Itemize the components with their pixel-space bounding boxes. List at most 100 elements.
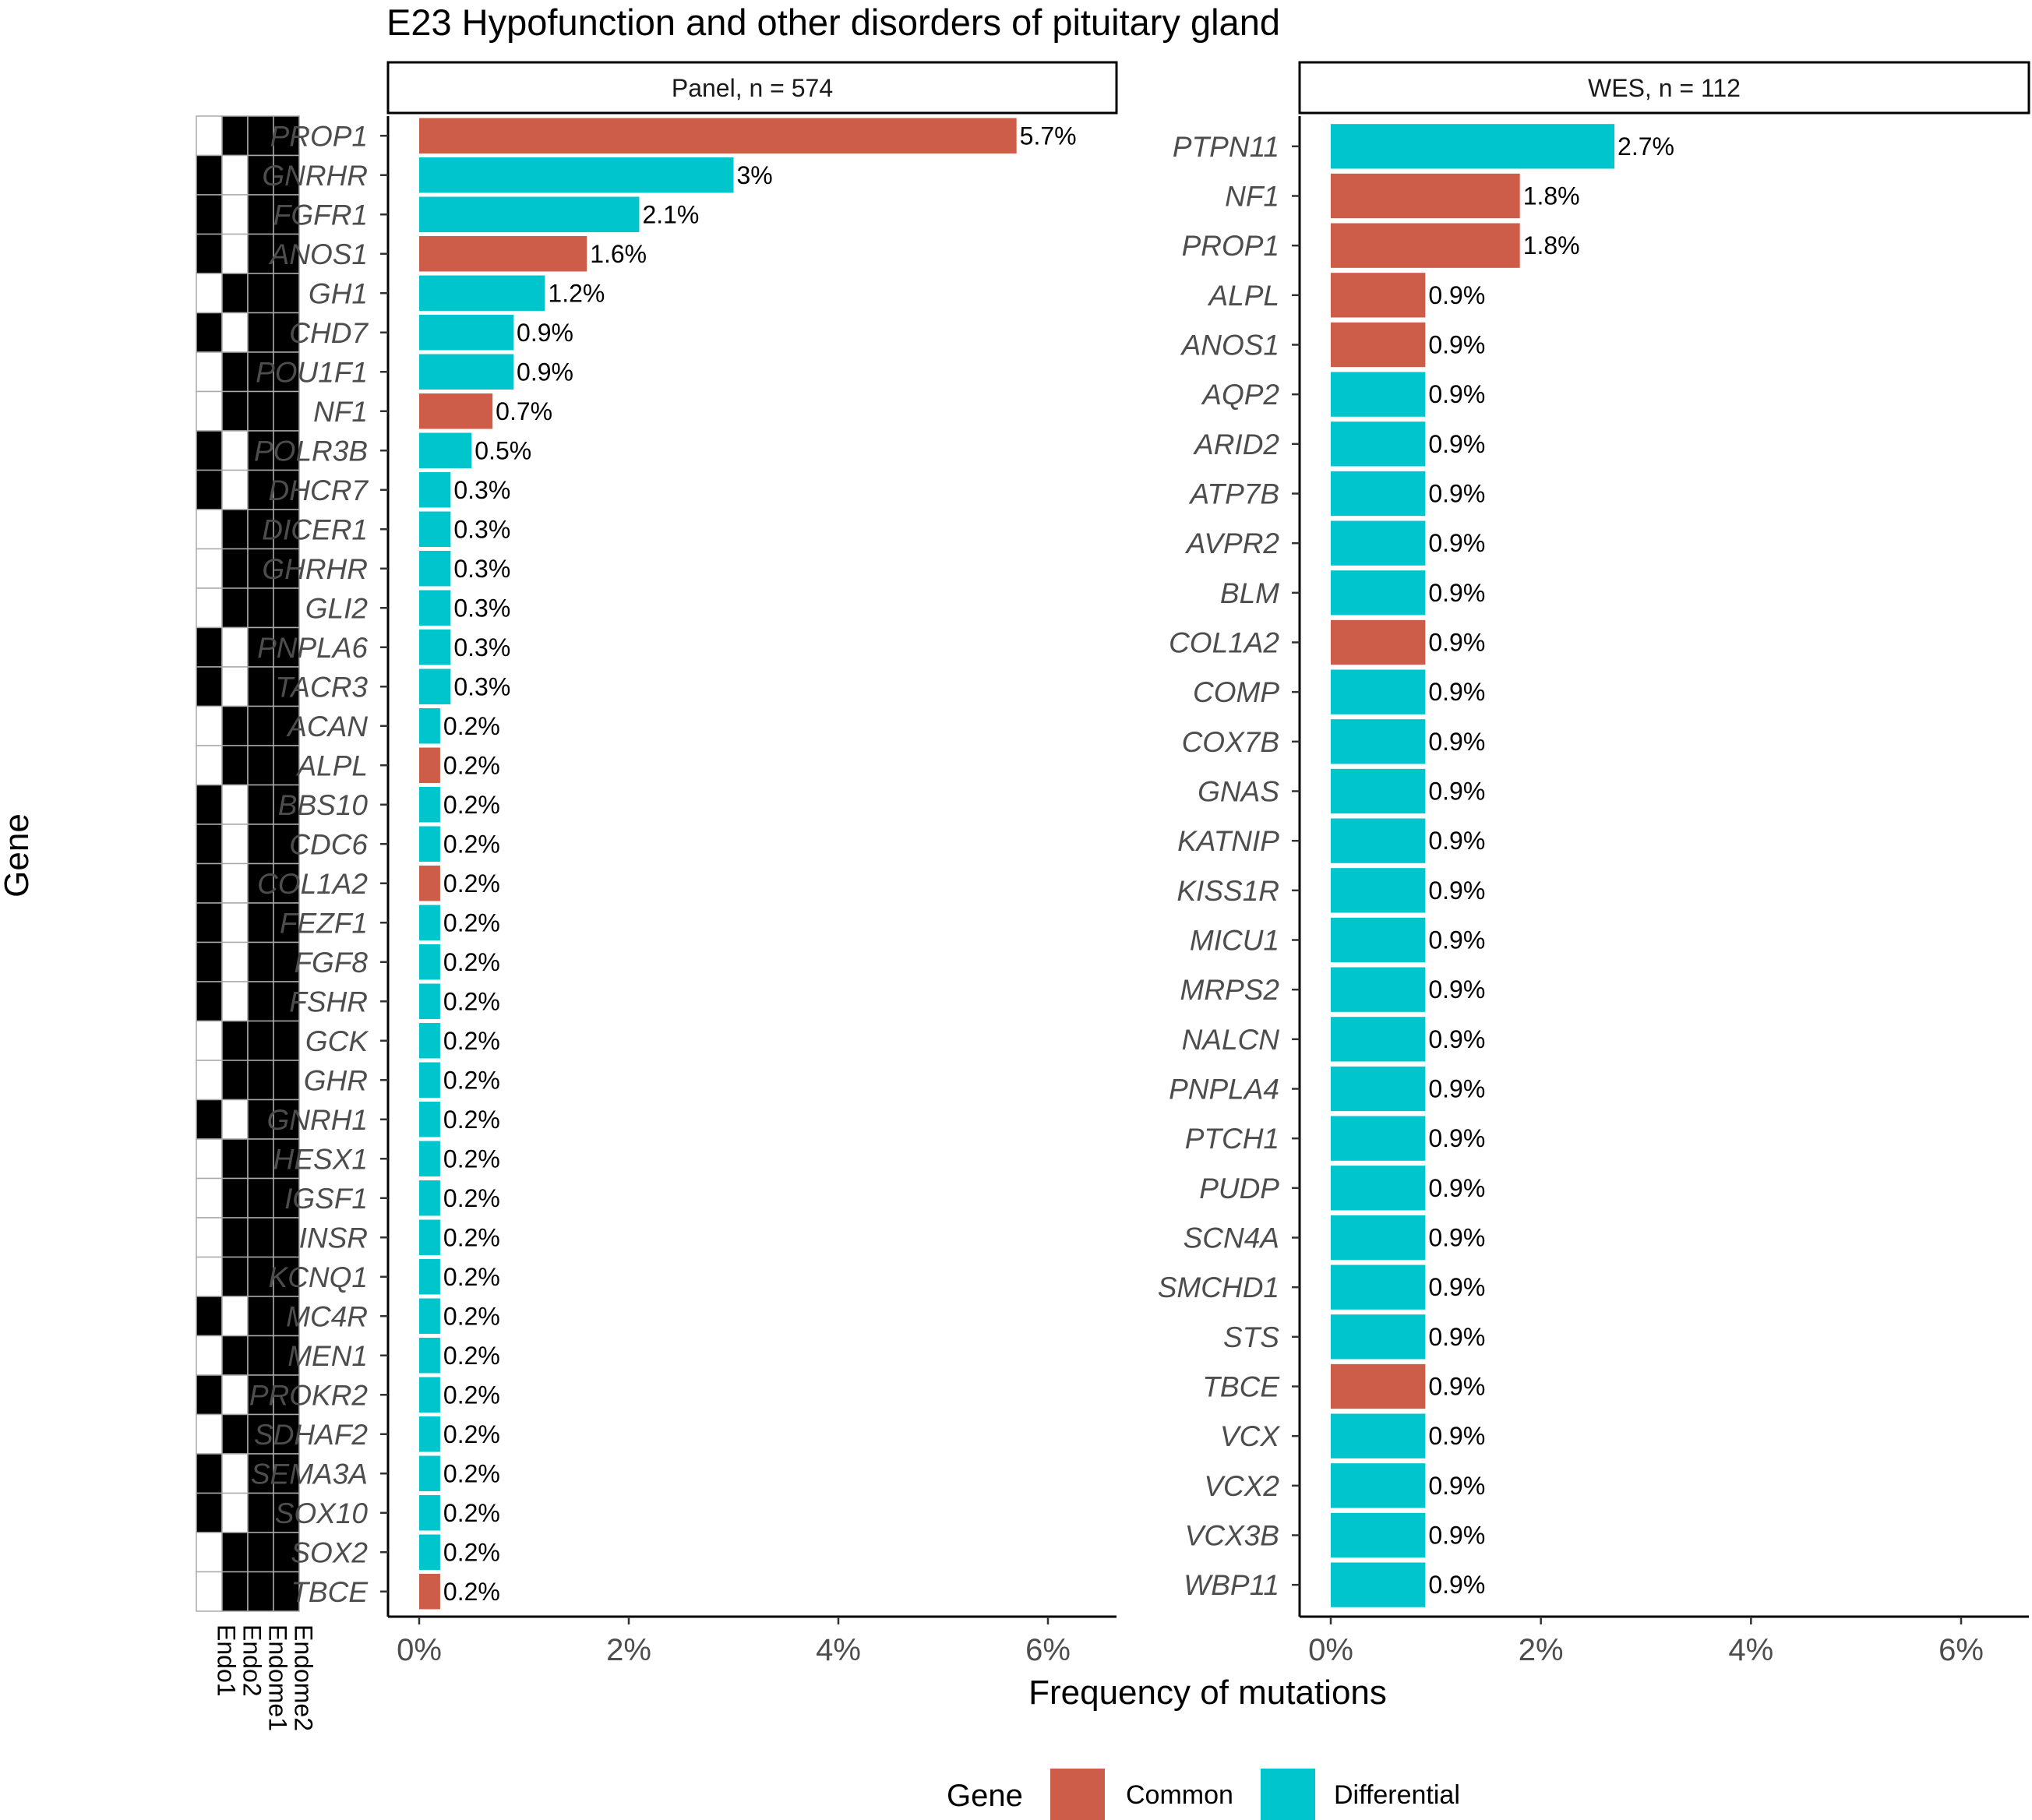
legend-label-differential: Differential bbox=[1334, 1780, 1460, 1810]
heatmap-cell bbox=[221, 115, 249, 157]
gene-label: GHR bbox=[304, 1064, 368, 1096]
gene-label: PNPLA4 bbox=[1169, 1074, 1279, 1106]
gene-label: PROKR2 bbox=[249, 1379, 369, 1411]
bar-differential bbox=[1331, 570, 1426, 615]
bar-common bbox=[419, 118, 1017, 153]
panel-strip bbox=[1298, 61, 2030, 115]
heatmap-cell bbox=[273, 115, 300, 157]
heatmap-cell bbox=[196, 1492, 223, 1533]
bar-differential bbox=[1331, 1116, 1426, 1161]
heatmap-cell bbox=[196, 745, 223, 786]
data-label: 0.3% bbox=[453, 476, 510, 504]
panel-strip-label: Panel, n = 574 bbox=[672, 74, 833, 102]
bar-differential bbox=[1331, 768, 1426, 814]
x-tick-label: 4% bbox=[816, 1633, 861, 1667]
x-tick-label: 2% bbox=[1519, 1633, 1564, 1667]
data-label: 0.2% bbox=[443, 1106, 500, 1134]
heatmap-cell bbox=[221, 1177, 249, 1219]
bar-differential bbox=[1331, 1562, 1426, 1607]
gene-label: ACAN bbox=[286, 711, 368, 742]
heatmap-cell bbox=[221, 154, 249, 196]
heatmap-cell bbox=[247, 1296, 274, 1337]
data-label: 0.9% bbox=[1428, 281, 1485, 309]
bar-common bbox=[419, 747, 440, 783]
bar-differential bbox=[419, 1102, 440, 1138]
data-label: 0.2% bbox=[443, 1027, 500, 1055]
bar-differential bbox=[1331, 1413, 1426, 1458]
data-label: 0.9% bbox=[1428, 529, 1485, 557]
gene-label: NF1 bbox=[313, 396, 368, 428]
heatmap-cell bbox=[273, 1532, 300, 1573]
heatmap-column-label: Endome1 bbox=[264, 1624, 292, 1731]
legend: Gene Common Differential bbox=[947, 1769, 1460, 1820]
bar-common bbox=[1331, 173, 1520, 219]
data-label: 0.9% bbox=[1428, 678, 1485, 706]
heatmap-cell bbox=[196, 548, 223, 589]
heatmap-cell bbox=[196, 1217, 223, 1258]
heatmap-cell bbox=[196, 469, 223, 510]
heatmap-cell bbox=[273, 430, 300, 471]
heatmap-cell bbox=[221, 981, 249, 1022]
legend-swatch-differential bbox=[1261, 1769, 1315, 1820]
data-label: 0.2% bbox=[443, 1499, 500, 1527]
heatmap-cell bbox=[196, 1177, 223, 1219]
data-label: 0.9% bbox=[1428, 926, 1485, 954]
heatmap-cell bbox=[196, 194, 223, 235]
heatmap-cell bbox=[221, 1335, 249, 1376]
heatmap-cell bbox=[196, 1256, 223, 1297]
heatmap-cell bbox=[221, 1413, 249, 1455]
data-label: 0.9% bbox=[1428, 579, 1485, 607]
data-label: 1.8% bbox=[1523, 231, 1580, 259]
heatmap-cell bbox=[221, 626, 249, 668]
heatmap-cell bbox=[247, 390, 274, 432]
heatmap-cell bbox=[247, 1571, 274, 1612]
data-label: 0.2% bbox=[443, 948, 500, 976]
data-label: 0.2% bbox=[443, 1578, 500, 1606]
heatmap-cell bbox=[273, 1374, 300, 1416]
heatmap-cell bbox=[196, 1571, 223, 1612]
heatmap-cell bbox=[221, 705, 249, 746]
x-tick-label: 6% bbox=[1025, 1633, 1071, 1667]
data-label: 0.9% bbox=[1428, 1075, 1485, 1103]
heatmap-cell bbox=[196, 862, 223, 904]
data-label: 0.9% bbox=[1428, 1373, 1485, 1401]
heatmap-cell bbox=[273, 1138, 300, 1180]
gene-label: STS bbox=[1223, 1321, 1279, 1353]
data-label: 0.9% bbox=[1428, 1571, 1485, 1599]
heatmap-cell bbox=[221, 469, 249, 510]
bar-differential bbox=[1331, 1215, 1426, 1261]
gene-label: INSR bbox=[299, 1222, 368, 1254]
heatmap-cell bbox=[221, 824, 249, 865]
heatmap-cell bbox=[273, 784, 300, 825]
panel-strip bbox=[386, 61, 1118, 115]
bar-common bbox=[419, 236, 587, 272]
gene-label: POU1F1 bbox=[256, 356, 368, 388]
gene-label: NF1 bbox=[1225, 181, 1279, 213]
data-label: 0.9% bbox=[1428, 1174, 1485, 1202]
bar-differential bbox=[419, 1298, 440, 1334]
gene-label: ALPL bbox=[295, 750, 368, 781]
data-label: 0.2% bbox=[443, 1223, 500, 1251]
heatmap-cell bbox=[273, 824, 300, 865]
gene-label: PUDP bbox=[1199, 1173, 1279, 1205]
data-label: 0.9% bbox=[1428, 480, 1485, 508]
heatmap-cell bbox=[196, 154, 223, 196]
gene-label: MICU1 bbox=[1190, 925, 1279, 957]
data-label: 0.9% bbox=[517, 358, 573, 386]
heatmap-cell bbox=[196, 1335, 223, 1376]
gene-label: FEZF1 bbox=[280, 907, 368, 939]
heatmap-cell bbox=[247, 902, 274, 944]
heatmap-cell bbox=[247, 1492, 274, 1533]
data-label: 0.9% bbox=[1428, 1025, 1485, 1053]
y-axis-title: Gene bbox=[0, 813, 36, 898]
heatmap-cell bbox=[273, 1335, 300, 1376]
data-label: 0.5% bbox=[474, 436, 531, 464]
gene-label: VCX3B bbox=[1185, 1520, 1279, 1552]
panel-left: Panel, n = 574 0% 2% 4% 6% PROP1 5.7% GNRHR 3% FG… bbox=[249, 61, 1118, 1667]
gene-label: BBS10 bbox=[278, 789, 369, 821]
data-label: 0.9% bbox=[1428, 778, 1485, 806]
data-label: 0.9% bbox=[1428, 331, 1485, 359]
heatmap-cell bbox=[247, 1060, 274, 1101]
gene-label: SOX2 bbox=[291, 1536, 368, 1568]
heatmap-cell bbox=[196, 587, 223, 629]
